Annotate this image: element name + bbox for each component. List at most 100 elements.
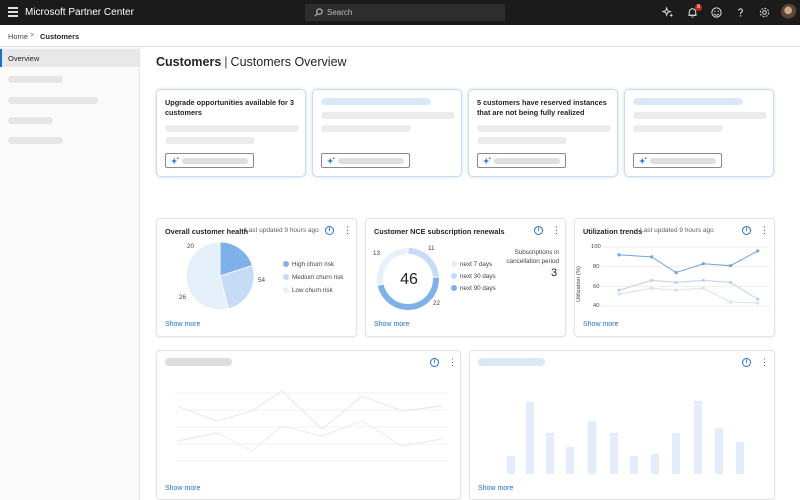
data-point[interactable] <box>674 280 678 284</box>
placeholder-bar-chart <box>507 401 744 474</box>
info-icon[interactable]: i <box>325 226 334 235</box>
data-point[interactable] <box>617 288 621 292</box>
notifications-bell-icon[interactable] <box>686 6 699 19</box>
data-point[interactable] <box>650 286 654 290</box>
breadcrumb-home-link[interactable]: Home <box>8 32 29 41</box>
panel-title: Overall customer health <box>165 227 249 236</box>
data-point[interactable] <box>650 278 654 283</box>
sparkle-icon <box>483 157 491 165</box>
insight-action-button[interactable] <box>321 153 410 168</box>
donut-segment-next-30-days[interactable] <box>408 248 439 277</box>
sparkle-icon <box>639 157 647 165</box>
panel-title: Customer NCE subscription renewals <box>374 227 505 236</box>
show-more-link[interactable]: Show more <box>165 321 201 328</box>
copilot-sparkle-icon[interactable] <box>662 6 675 19</box>
pie-slice-high-churn-risk[interactable] <box>219 241 253 277</box>
pie-data-label: 26 <box>179 294 187 301</box>
more-options-icon[interactable]: ⋮ <box>760 357 769 367</box>
loading-placeholder <box>321 112 455 119</box>
show-more-link[interactable]: Show more <box>374 321 410 328</box>
sparkle-icon <box>171 157 179 165</box>
more-options-icon[interactable]: ⋮ <box>448 357 457 367</box>
data-point[interactable] <box>756 297 760 301</box>
settings-gear-icon[interactable] <box>758 6 771 19</box>
sidebar-placeholder-item <box>8 76 63 83</box>
data-point[interactable] <box>701 286 705 290</box>
insight-card: 5 customers have reserved instances that… <box>468 89 618 177</box>
legend-label: Low churn risk <box>292 287 333 294</box>
data-point[interactable] <box>650 255 654 259</box>
utilization-trends-panel: Utilization trends Last updated 9 hours … <box>574 218 775 337</box>
data-point[interactable] <box>728 264 733 268</box>
series-line-1 <box>618 250 758 274</box>
show-more-link[interactable]: Show more <box>165 485 201 492</box>
sidebar-item-label: Overview <box>8 54 40 63</box>
info-icon[interactable]: i <box>534 226 543 235</box>
page-title-primary: Customers <box>156 55 222 69</box>
legend-swatch <box>283 274 289 280</box>
info-icon[interactable]: i <box>430 358 439 367</box>
insight-action-button[interactable] <box>165 153 254 168</box>
loading-placeholder <box>633 125 723 132</box>
loading-placeholder <box>165 137 255 144</box>
insight-card <box>624 89 774 177</box>
more-options-icon[interactable]: ⋮ <box>760 225 769 235</box>
data-point[interactable] <box>728 300 733 304</box>
loading-placeholder <box>633 98 743 105</box>
insight-action-button[interactable] <box>633 153 722 168</box>
search-icon <box>314 8 323 17</box>
legend-swatch <box>451 285 457 291</box>
legend-label: next 7 days <box>460 261 493 268</box>
y-tick-label: 60 <box>593 284 600 290</box>
show-more-link[interactable]: Show more <box>583 321 619 328</box>
data-point[interactable] <box>701 278 705 283</box>
legend-swatch <box>451 261 457 267</box>
customer-health-panel: Overall customer health Last updated 9 h… <box>156 218 357 337</box>
hamburger-menu-icon[interactable] <box>8 7 18 17</box>
data-point[interactable] <box>701 262 705 266</box>
loading-placeholder <box>633 112 767 119</box>
data-point[interactable] <box>674 288 678 292</box>
data-point[interactable] <box>674 270 678 275</box>
nce-donut-chart <box>377 248 439 310</box>
more-options-icon[interactable]: ⋮ <box>552 225 561 235</box>
insight-card-text: Upgrade opportunities available for 3 cu… <box>165 98 294 117</box>
donut-segment-next-90-days[interactable] <box>377 277 439 310</box>
data-point[interactable] <box>756 249 760 253</box>
data-point[interactable] <box>756 301 760 305</box>
series-line-3 <box>618 287 758 304</box>
last-updated-text: Last updated 9 hours ago <box>245 227 319 234</box>
info-icon[interactable]: i <box>742 358 751 367</box>
loading-bar-chart-panel: i ⋮ Show more <box>469 350 775 500</box>
panel-title: Utilization trends <box>583 227 643 236</box>
pie-slice-low-churn-risk[interactable] <box>185 241 229 311</box>
user-avatar[interactable] <box>781 4 797 20</box>
legend-item-7-days: next 7 days <box>451 261 492 268</box>
data-point[interactable] <box>617 292 621 296</box>
data-point[interactable] <box>617 253 621 257</box>
page-title: Customers | Customers Overview <box>156 55 347 69</box>
info-icon[interactable]: i <box>742 226 751 235</box>
more-options-icon[interactable]: ⋮ <box>343 225 352 235</box>
donut-segment-next-7-days[interactable] <box>377 248 408 285</box>
pie-slice-medium-churn-risk[interactable] <box>219 264 255 310</box>
panel-title-placeholder <box>478 358 545 366</box>
insight-action-button[interactable] <box>477 153 566 168</box>
sidebar-item-overview[interactable]: Overview <box>0 49 139 67</box>
top-bar: Microsoft Partner Center Search 8 <box>0 0 800 25</box>
legend-label: High churn risk <box>292 261 334 268</box>
insight-card-text: 5 customers have reserved instances that… <box>477 98 607 117</box>
show-more-link[interactable]: Show more <box>478 485 514 492</box>
legend-item-high: High churn risk <box>283 261 334 268</box>
help-question-icon[interactable] <box>734 6 747 19</box>
breadcrumb-current: Customers <box>40 32 80 41</box>
data-point[interactable] <box>728 280 733 284</box>
button-label-placeholder <box>650 158 716 164</box>
feedback-smiley-icon[interactable] <box>710 6 723 19</box>
cancellation-caption-line: cancellation period <box>506 258 559 265</box>
legend-swatch <box>451 273 457 279</box>
search-input[interactable]: Search <box>305 4 505 21</box>
insight-card <box>312 89 462 177</box>
app-title[interactable]: Microsoft Partner Center <box>25 7 134 18</box>
y-axis-title: Utilization (%) <box>575 266 582 302</box>
